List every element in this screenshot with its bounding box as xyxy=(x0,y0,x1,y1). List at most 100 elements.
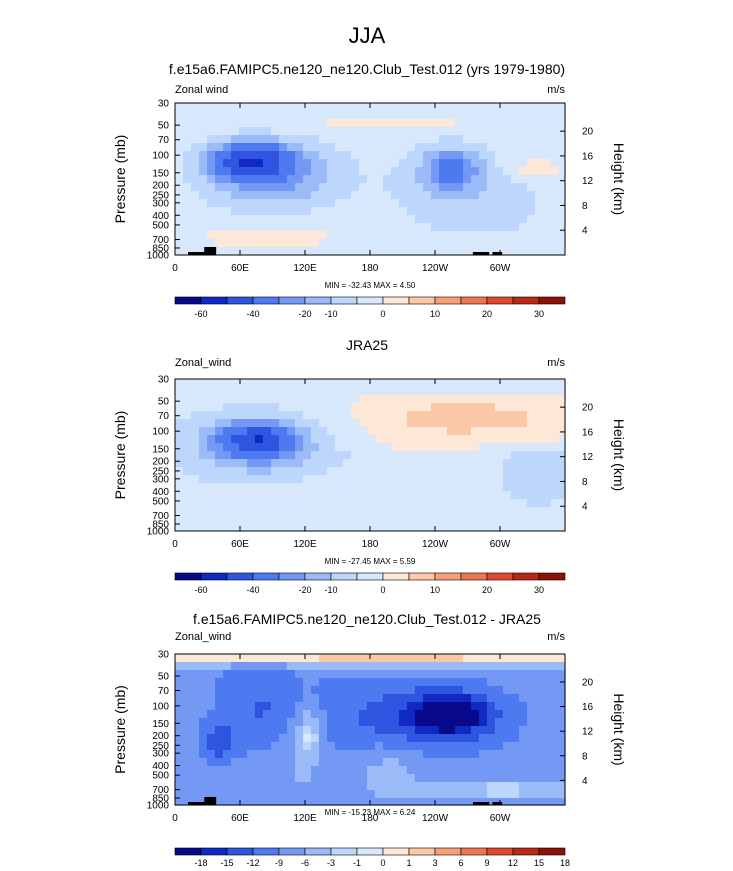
contour-cell xyxy=(335,798,344,806)
contour-cell xyxy=(479,710,488,719)
contour-cell xyxy=(223,111,232,120)
contour-cell xyxy=(487,507,496,516)
contour-cell xyxy=(487,654,496,663)
contour-cell xyxy=(463,135,472,144)
contour-cell xyxy=(439,183,448,192)
contour-cell xyxy=(223,435,232,444)
colorbar: -18 -15 -12 -9 -6 -3 -1 0 1 3 6 9 12 15 18 xyxy=(174,847,570,868)
contour-cell xyxy=(343,247,352,256)
contour-cell xyxy=(359,239,368,248)
contour-cell xyxy=(543,790,552,799)
contour-cell xyxy=(383,127,392,136)
contour-cell xyxy=(295,135,304,144)
contour-cell xyxy=(535,427,544,436)
contour-cell xyxy=(439,515,448,524)
contour-cell xyxy=(479,159,488,168)
min-max-stats: MIN = -27.45 MAX = 5.59 xyxy=(325,557,416,566)
contour-cell xyxy=(263,734,272,743)
contour-cell xyxy=(399,199,408,208)
contour-cell xyxy=(351,694,360,703)
contour-cell xyxy=(263,483,272,492)
contour-cell xyxy=(391,654,400,663)
contour-cell xyxy=(487,443,496,452)
contour-cell xyxy=(447,710,456,719)
contour-cell xyxy=(351,483,360,492)
contour-cell xyxy=(271,119,280,128)
contour-cell xyxy=(551,766,560,775)
contour-cell xyxy=(455,491,464,500)
contour-cell xyxy=(399,734,408,743)
contour-cell xyxy=(223,395,232,404)
contour-cell xyxy=(391,183,400,192)
contour-cell xyxy=(439,223,448,232)
contour-cell xyxy=(191,111,200,120)
contour-cell xyxy=(399,790,408,799)
contour-cell xyxy=(287,710,296,719)
contour-cell xyxy=(527,103,536,112)
contour-cell xyxy=(287,143,296,152)
colorbar-swatch xyxy=(226,572,254,581)
contour-cell xyxy=(335,718,344,727)
contour-cell xyxy=(551,411,560,420)
contour-cell xyxy=(327,467,336,476)
contour-cell xyxy=(527,750,536,759)
contour-cell xyxy=(351,654,360,663)
contour-cell xyxy=(191,231,200,240)
contour-cell xyxy=(207,239,216,248)
contour-cell xyxy=(511,103,520,112)
contour-cell xyxy=(423,379,432,388)
contour-cell xyxy=(327,499,336,508)
contour-cell xyxy=(319,119,328,128)
contour-cell xyxy=(247,798,256,806)
contour-cell xyxy=(303,231,312,240)
field-label: Zonal wind xyxy=(175,84,228,96)
contour-cell xyxy=(199,119,208,128)
contour-cell xyxy=(199,662,208,671)
contour-cell xyxy=(375,507,384,516)
colorbar-swatch xyxy=(252,572,280,581)
contour-cell xyxy=(447,702,456,711)
contour-cell xyxy=(287,750,296,759)
contour-cell xyxy=(439,103,448,112)
contour-cell xyxy=(471,750,480,759)
contour-cell xyxy=(423,758,432,767)
page-title: JJA xyxy=(349,23,386,48)
contour-cell xyxy=(495,702,504,711)
contour-cell xyxy=(423,435,432,444)
contour-cell xyxy=(263,798,272,806)
contour-cell xyxy=(175,231,184,240)
contour-cell xyxy=(311,694,320,703)
contour-cell xyxy=(295,427,304,436)
contour-cell xyxy=(239,726,248,735)
contour-cell xyxy=(399,427,408,436)
contour-cell xyxy=(543,515,552,524)
contour-cell xyxy=(495,111,504,120)
contour-cell xyxy=(471,387,480,396)
contour-cell xyxy=(415,766,424,775)
contour-cell xyxy=(183,726,192,735)
contour-cell xyxy=(471,662,480,671)
contour-cell xyxy=(223,718,232,727)
contour-cell xyxy=(487,750,496,759)
contour-cell xyxy=(319,223,328,232)
contour-cell xyxy=(255,718,264,727)
contour-cell xyxy=(551,199,560,208)
contour-cell xyxy=(527,734,536,743)
contour-cell xyxy=(295,686,304,695)
contour-cell xyxy=(207,702,216,711)
contour-cell xyxy=(311,654,320,663)
contour-cell xyxy=(335,387,344,396)
contour-cell xyxy=(455,678,464,687)
contour-cell xyxy=(239,710,248,719)
contour-cell xyxy=(263,103,272,112)
contour-cell xyxy=(303,199,312,208)
contour-cell xyxy=(231,750,240,759)
contour-cell xyxy=(423,662,432,671)
contour-cell xyxy=(247,379,256,388)
contour-cell xyxy=(479,662,488,671)
contour-cell xyxy=(247,678,256,687)
contour-cell xyxy=(487,111,496,120)
contour-cell xyxy=(519,686,528,695)
contour-cell xyxy=(351,515,360,524)
